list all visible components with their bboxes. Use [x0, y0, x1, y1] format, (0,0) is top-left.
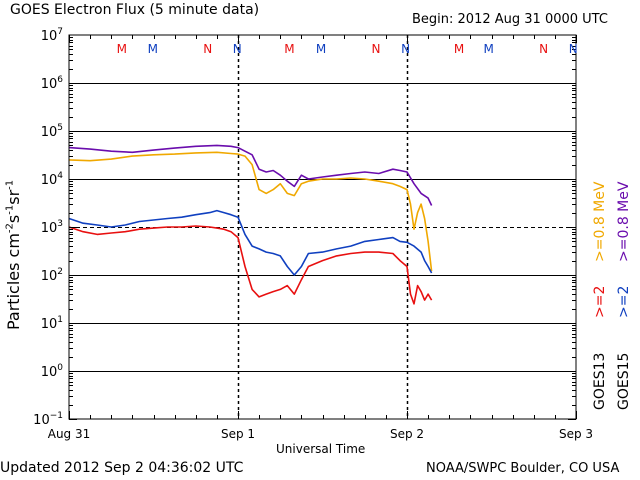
- y-tick-label: 103: [41, 219, 63, 236]
- legend-entry: >=0.8 MeV: [616, 181, 632, 262]
- legend-entry: >=0.8 MeV: [592, 181, 608, 262]
- mn-marker: N: [401, 42, 410, 56]
- x-tick-label: Sep 1: [221, 427, 255, 441]
- mn-marker: N: [233, 42, 242, 56]
- mn-marker: M: [284, 42, 294, 56]
- series-line: [68, 144, 433, 206]
- mn-marker: M: [454, 42, 464, 56]
- series-line: [68, 225, 433, 305]
- x-tick-label: Sep 2: [390, 427, 424, 441]
- mn-marker: N: [372, 42, 381, 56]
- x-tick-label: Sep 3: [559, 427, 593, 441]
- updated-timestamp: Updated 2012 Sep 2 04:36:02 UTC: [0, 460, 244, 476]
- y-tick-label: 107: [41, 27, 63, 44]
- chart-title: GOES Electron Flux (5 minute data): [10, 2, 260, 18]
- mn-marker: M: [117, 42, 127, 56]
- y-tick-label: 102: [41, 267, 63, 284]
- legend-entry: >=2: [592, 286, 608, 318]
- y-tick-label: 10−1: [33, 411, 63, 428]
- begin-time-label: Begin: 2012 Aug 31 0000 UTC: [412, 12, 608, 27]
- y-tick-label: 104: [41, 171, 64, 188]
- mn-marker: N: [569, 42, 578, 56]
- legend-sat-label: GOES13: [592, 353, 608, 410]
- series-line: [68, 209, 433, 276]
- x-tick-label: Aug 31: [48, 427, 91, 441]
- y-tick-label: 106: [41, 75, 64, 92]
- legend-entry: >=2: [616, 286, 632, 318]
- source-credit: NOAA/SWPC Boulder, CO USA: [426, 461, 620, 476]
- mn-marker: M: [484, 42, 494, 56]
- series-line: [68, 151, 433, 272]
- legend-sat-label: GOES15: [616, 353, 632, 410]
- mn-marker: N: [539, 42, 548, 56]
- mn-marker: M: [148, 42, 158, 56]
- mn-marker: M: [316, 42, 326, 56]
- y-tick-label: 101: [41, 315, 63, 332]
- y-tick-label: 105: [41, 123, 63, 140]
- mn-marker: N: [203, 42, 212, 56]
- y-tick-label: 100: [41, 363, 64, 380]
- x-axis-label: Universal Time: [276, 442, 366, 456]
